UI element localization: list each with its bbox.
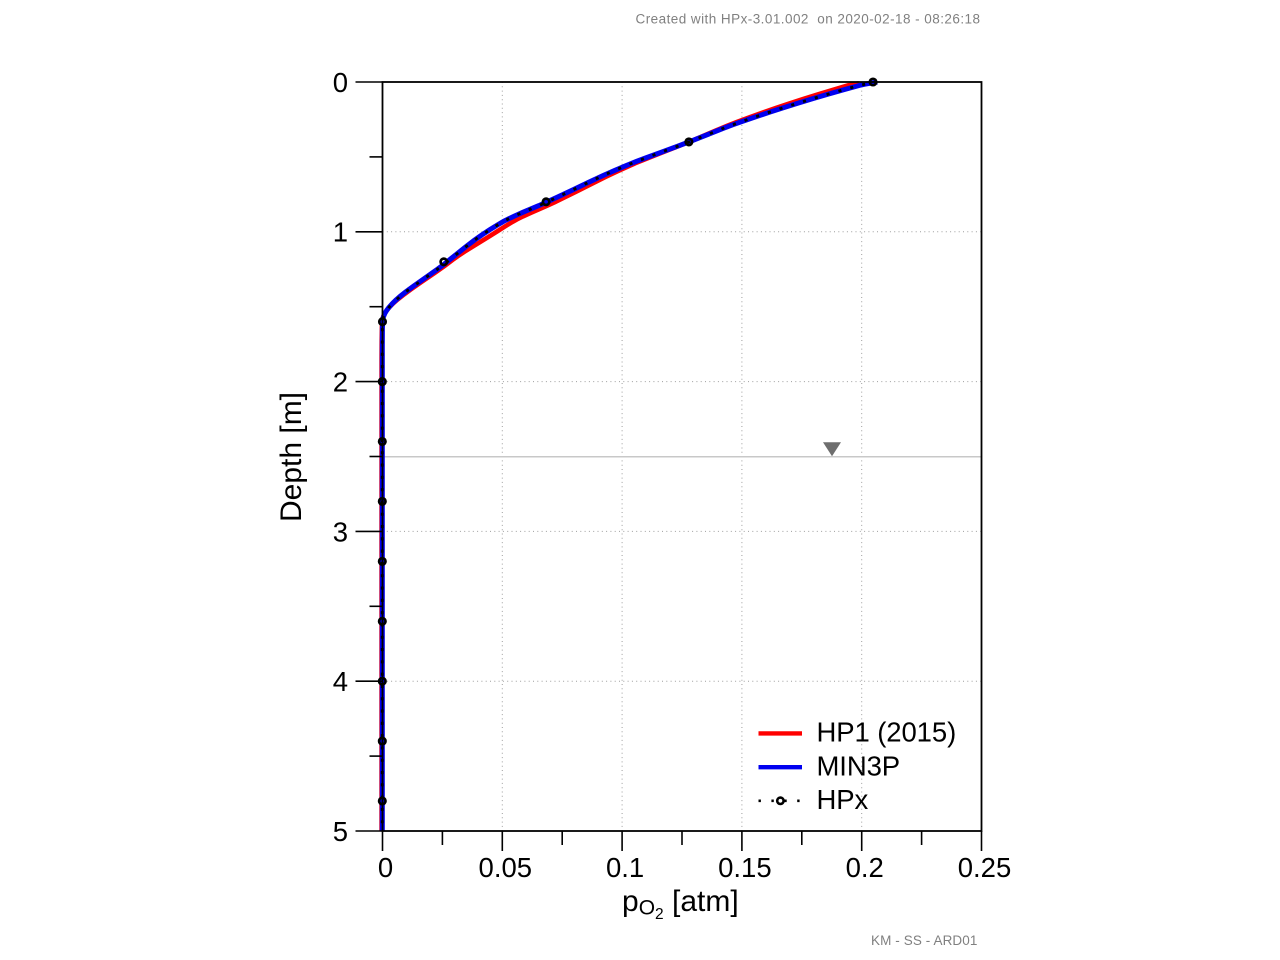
svg-text:5: 5 [333,816,348,847]
svg-text:0.15: 0.15 [718,852,772,883]
svg-text:Created with HPx-3.01.002 on: Created with HPx-3.01.002 on 2020-02-18 … [636,12,981,27]
svg-text:0.25: 0.25 [958,852,1012,883]
svg-text:3: 3 [333,516,348,547]
svg-text:0.2: 0.2 [846,852,884,883]
svg-text:HPx: HPx [817,784,869,815]
svg-text:0: 0 [333,67,348,98]
svg-text:pO2 [atm]: pO2 [atm] [622,885,739,923]
svg-text:KM - SS - ARD01: KM - SS - ARD01 [871,933,978,948]
svg-text:4: 4 [333,666,348,697]
svg-text:HP1 (2015): HP1 (2015) [817,717,957,748]
svg-text:0.1: 0.1 [606,852,644,883]
svg-text:0: 0 [378,852,393,883]
svg-text:Depth [m]: Depth [m] [275,392,308,522]
svg-text:MIN3P: MIN3P [817,750,901,781]
svg-text:2: 2 [333,367,348,398]
svg-text:1: 1 [333,217,348,248]
svg-text:0.05: 0.05 [479,852,533,883]
